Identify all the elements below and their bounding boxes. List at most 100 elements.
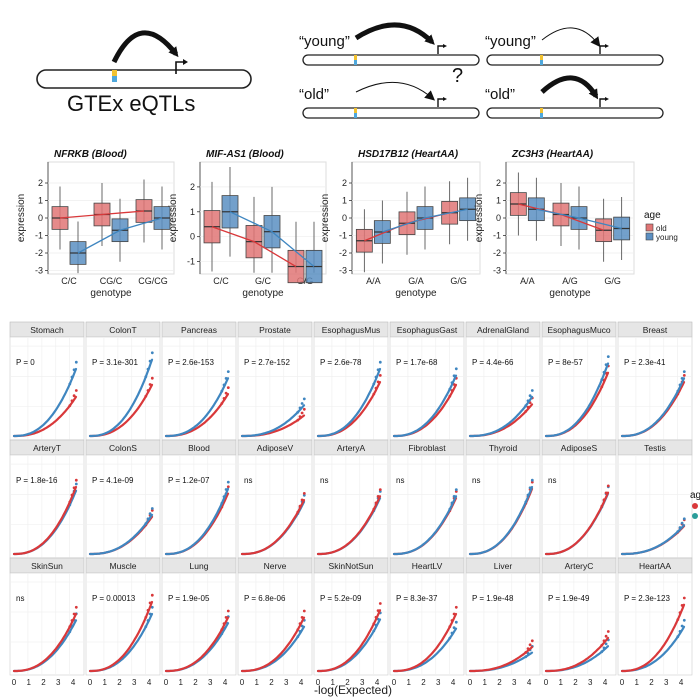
old-qq-curve-point — [450, 619, 454, 622]
young-qq-curve — [164, 487, 230, 556]
boxplot-ylabel: expression — [16, 194, 27, 242]
qq-tissue-label: SkinSun — [31, 561, 63, 571]
young-qq-curve-point — [680, 521, 684, 525]
qq-pvalue-label: P = 4.1e-09 — [92, 476, 134, 485]
boxplot-category-label: A/G — [562, 276, 578, 286]
boxplot-ytick-label: 1 — [38, 196, 43, 206]
qq-tissue-label: Liver — [494, 561, 513, 571]
qq-xtick-label: 0 — [468, 678, 473, 687]
qq-tissue-label: Testis — [644, 443, 666, 453]
young-qq-curve-point — [300, 402, 304, 405]
qq-plot-area — [389, 336, 465, 441]
qq-tissue-label: HeartAA — [639, 561, 671, 571]
young-trend-line — [229, 211, 315, 268]
young-qq-curve-point — [74, 482, 78, 486]
qq-plot-area — [465, 572, 541, 676]
qq-pvalue-label: P = 2.7e-152 — [244, 358, 290, 367]
young-qq-curve-point — [150, 605, 154, 609]
old-trend-line — [211, 226, 297, 268]
old-weak-arrow — [355, 81, 436, 101]
young-trend-line — [536, 208, 622, 230]
qq-pvalue-label: P = 1.9e-05 — [168, 594, 210, 603]
young-qq-curve-point — [144, 522, 148, 526]
qq-pvalue-label: ns — [16, 594, 24, 603]
old-qq-curve-point — [300, 411, 304, 415]
qq-plot-area — [617, 454, 693, 559]
qq-xtick-label: 1 — [255, 678, 260, 687]
legend-swatch-young — [645, 232, 654, 241]
legend-label-young: young — [656, 233, 678, 242]
qq-tissue-label: ArteryC — [565, 561, 594, 571]
boxplot-ytick-label: 0 — [496, 213, 501, 223]
qq-xtick-label: 0 — [12, 678, 17, 687]
boxplot-category-label: G/G — [297, 276, 314, 286]
young-qq-curve-point — [226, 370, 230, 373]
old-qq-curve — [544, 491, 610, 556]
old-qq-curve-point — [224, 391, 228, 395]
qq-panel-AdiposeV: AdiposeV ns — [237, 439, 313, 559]
qq-tissue-label: Muscle — [110, 561, 137, 571]
young-qq-curve — [88, 513, 154, 556]
qq-pvalue-label: P = 0 — [16, 358, 35, 367]
young-qq-curve-point — [148, 612, 152, 616]
young-qq-curve-point — [146, 619, 150, 622]
boxplot-category-label: G/G — [450, 276, 467, 286]
young-qq-curve-point — [296, 410, 300, 414]
qq-tissue-label: Prostate — [259, 325, 291, 335]
qq-tissue-label: ArteryT — [33, 443, 61, 453]
qq-pvalue-label: P = 1.7e-68 — [396, 358, 438, 367]
qq-legend-partial: ag — [690, 490, 700, 501]
qq-xtick-label: 0 — [544, 678, 549, 687]
qq-panel-Pancreas: Pancreas P = 2.6e-153 — [161, 321, 237, 441]
young-qq-curve-point — [302, 397, 306, 401]
young-qq-curve-point — [600, 378, 604, 382]
qq-xtick-label: 4 — [147, 678, 152, 687]
old-label-right: “old” — [485, 86, 515, 103]
qq-tissue-label: Pancreas — [181, 325, 217, 335]
young-qq-curve-point — [296, 635, 300, 639]
boxplot-ytick-label: 1 — [342, 196, 347, 206]
young-qq-curve-point — [298, 406, 302, 410]
qq-tissue-label: AdiposeS — [561, 443, 598, 453]
young-qq-curve-point — [680, 624, 684, 628]
qq-panel-Thyroid: Thyroid ns — [465, 439, 541, 559]
old-qq-curve — [468, 646, 534, 673]
old-qq-curve-point — [298, 415, 302, 418]
qq-xtick-label: 2 — [117, 678, 122, 687]
young-qq-curve-point — [148, 359, 152, 363]
qq-panel-ColonS: ColonS P = 4.1e-09 — [85, 439, 161, 559]
qq-xtick-label: 4 — [679, 678, 684, 687]
boxplot-title: ZC3H3 (HeartAA) — [511, 149, 594, 160]
boxplot-panel-3: HSD17B12 (HeartAA) -3 -2 -1 0 1 2 expression gen… — [320, 149, 481, 299]
boxplot-frame — [199, 161, 327, 275]
boxplot-ylabel: expression — [168, 194, 179, 242]
boxplot-ytick-label: 0 — [190, 232, 195, 242]
old-qq-curve-point — [72, 394, 76, 398]
qq-pvalue-label: P = 1.9e-49 — [548, 594, 590, 603]
old-qq-curve-point — [72, 486, 76, 490]
young-qq-curve — [392, 495, 458, 556]
qq-pvalue-label: P = 3.1e-301 — [92, 358, 138, 367]
old-qq-curve-point — [220, 402, 224, 405]
young-qq-curve-point — [144, 625, 148, 629]
qq-pvalue-label: P = 8.3e-37 — [396, 594, 438, 603]
old-qq-curve — [12, 612, 78, 673]
boxplot-ytick-label: 1 — [190, 207, 195, 217]
boxplot-ytick-label: -2 — [339, 248, 347, 258]
qq-tissue-label: ColonT — [109, 325, 136, 335]
qq-xtick-label: 0 — [240, 678, 245, 687]
old-qq-curve-point — [72, 612, 76, 616]
qq-plot-grid: Stomach P = 0 ColonT P = 3.1e-301 Pancreas P … — [9, 321, 700, 687]
old-qq-curve-point — [146, 389, 150, 392]
old-qq-curve-point — [602, 498, 606, 502]
young-gene-bar-left — [302, 54, 480, 66]
qq-xtick-label: 2 — [497, 678, 502, 687]
main-regulation-arrow — [111, 30, 179, 64]
old-qq-curve-point — [298, 504, 302, 508]
young-qq-curve-point — [454, 620, 458, 624]
legend-swatch-old — [645, 223, 654, 232]
young-qq-curve-point — [226, 480, 230, 484]
qq-pvalue-label: P = 8e-57 — [548, 358, 583, 367]
old-qq-curve-point — [300, 498, 304, 502]
old-qq-curve-point — [450, 389, 454, 392]
